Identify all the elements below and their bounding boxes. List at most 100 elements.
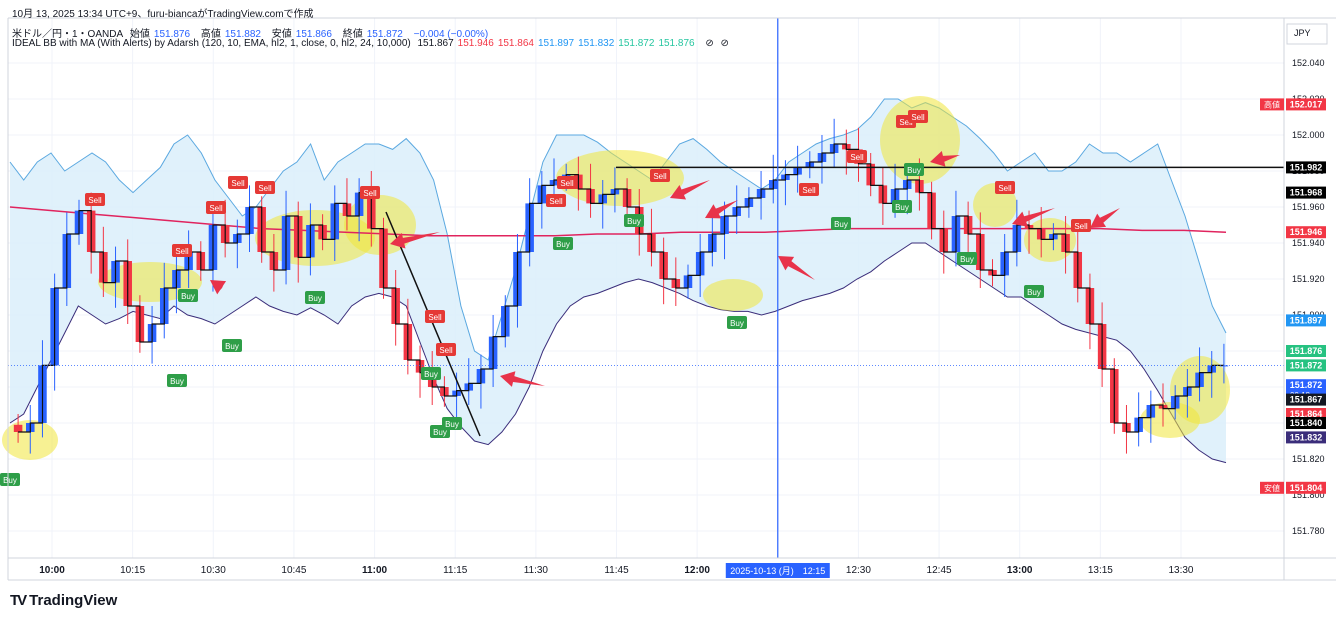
arrow-icon [778, 256, 815, 280]
price-label: 安値 151.804 [1260, 481, 1326, 494]
indicator-value-0: 151.867 [417, 38, 454, 49]
buy-signal: Buy [1024, 285, 1044, 298]
x-tick-label: 11:15 [443, 565, 468, 576]
ohlc-open: 始値 151.876 [129, 29, 191, 40]
buy-label: Buy [556, 240, 570, 249]
symbol-name[interactable]: 米ドル／円・1・OANDA [12, 29, 124, 40]
buy-label: Buy [170, 377, 184, 386]
buy-signal: Buy [421, 367, 441, 380]
x-tick-label: 12:00 [684, 565, 710, 576]
price-label: 151.832 [1286, 431, 1326, 444]
arrow-icon [1090, 208, 1120, 228]
indicator-name[interactable]: IDEAL BB with MA (With Alerts) by Adarsh… [12, 38, 411, 49]
indicator-value-1: 151.946 [457, 38, 494, 49]
arrow-icon [390, 232, 440, 249]
x-tick-label: 13:30 [1168, 565, 1193, 576]
price-label-prefix: 高値 [1264, 99, 1280, 109]
buy-signal: Buy [0, 473, 20, 486]
sell-signal: Sell [799, 183, 819, 196]
buy-signal: Buy [167, 374, 187, 387]
buy-label: Buy [3, 476, 17, 485]
sell-label: Sell [802, 186, 816, 195]
price-label: 151.982 [1286, 161, 1326, 174]
price-label-value: 151.897 [1290, 315, 1323, 325]
price-label-value: 151.867 [1290, 395, 1323, 405]
sell-label: Sell [363, 189, 377, 198]
tradingview-logo[interactable]: TV TradingView [10, 592, 117, 609]
sell-signal: Sell [172, 244, 192, 257]
buy-signal: Buy [553, 237, 573, 250]
tradingview-wordmark: TradingView [29, 592, 118, 609]
signal-labels: SellSellSellSellSellSellSellSellSellSell… [0, 110, 1091, 486]
price-label-value: 151.968 [1290, 188, 1323, 198]
buy-label: Buy [181, 292, 195, 301]
x-tick-label: 10:15 [120, 565, 145, 576]
x-axis: 10:00 10:15 10:30 10:45 11:00 11:15 11:30 11:45… [39, 565, 1194, 576]
x-tick-label: 12:45 [927, 565, 952, 576]
buy-signal: Buy [624, 214, 644, 227]
annotation-arrows [210, 151, 1120, 387]
sell-label: Sell [209, 204, 223, 213]
currency-label: JPY [1294, 28, 1311, 38]
sell-signal: Sell [425, 310, 445, 323]
buy-label: Buy [627, 217, 641, 226]
price-label: 151.897 [1286, 314, 1326, 327]
sell-label: Sell [231, 179, 245, 188]
ohlc-change: −0.004 (−0.00%) [413, 29, 489, 40]
sell-label: Sell [560, 179, 574, 188]
x-tick-label: 11:30 [524, 565, 549, 576]
buy-signal: Buy [727, 316, 747, 329]
price-label: 151.946 [1286, 226, 1326, 239]
indicator-value-6: 151.876 [658, 38, 695, 49]
sell-signal: Sell [436, 343, 456, 356]
y-axis: 151.780151.800151.820151.840151.860151.8… [1292, 58, 1325, 536]
price-label-value: 151.872 [1290, 360, 1323, 370]
sell-label: Sell [899, 118, 913, 127]
settings-icon[interactable]: ⊘ [720, 38, 729, 49]
buy-signal: Buy [442, 417, 462, 430]
indicator-value-5: 151.872 [618, 38, 655, 49]
x-tick-label: 10:30 [201, 565, 226, 576]
arrow-icon [670, 180, 710, 200]
price-label-value: 151.876 [1290, 346, 1323, 356]
ohlc-low: 安値 151.866 [271, 29, 332, 40]
sell-signal: Sell [557, 176, 577, 189]
arrow-icon [930, 151, 960, 167]
y-tick-label: 151.940 [1292, 238, 1325, 248]
buy-label: Buy [960, 255, 974, 264]
buy-label: Buy [445, 420, 459, 429]
visibility-icon[interactable]: ⊘ [705, 38, 714, 49]
sell-signal: Sell [546, 194, 566, 207]
indicator-values: 151.867 151.946 151.864 151.897 151.832 151.8… [418, 38, 699, 49]
trend-line [385, 211, 481, 437]
indicator-value-2: 151.864 [497, 38, 534, 49]
crosshair-time-box [725, 563, 830, 578]
indicator-row[interactable]: IDEAL BB with MA (With Alerts) by Adarsh… [12, 38, 733, 49]
buy-signal: Buy [305, 291, 325, 304]
x-tick-label: 13:00 [1007, 565, 1033, 576]
price-label-value: 151.946 [1290, 227, 1323, 237]
buy-label: Buy [225, 342, 239, 351]
candle-body [13, 424, 23, 432]
sell-signal: Sell [908, 110, 928, 123]
sell-label: Sell [439, 346, 453, 355]
sell-signal: Sell [650, 169, 670, 182]
crosshair-time-label: 2025-10-13 (月) 12:15 [730, 566, 825, 576]
sell-label: Sell [258, 184, 272, 193]
sell-signal: Sell [255, 181, 275, 194]
price-label: 151.876 [1286, 345, 1326, 357]
x-tick-label: 13:15 [1088, 565, 1113, 576]
buy-label: Buy [1027, 288, 1041, 297]
y-tick-label: 151.960 [1292, 202, 1325, 212]
buy-label: Buy [433, 428, 447, 437]
buy-signal: Buy [178, 289, 198, 302]
price-label-prefix: 安値 [1264, 483, 1280, 493]
buy-signal: Buy [904, 163, 924, 176]
symbol-ohlc-row: 米ドル／円・1・OANDA 始値 151.876 高値 151.882 安値 151.… [12, 25, 492, 40]
sell-label: Sell [428, 313, 442, 322]
buy-label: Buy [424, 370, 438, 379]
buy-signal: Buy [892, 200, 912, 213]
price-label: 151.872 [1286, 359, 1326, 372]
x-tick-label: 10:00 [39, 565, 65, 576]
